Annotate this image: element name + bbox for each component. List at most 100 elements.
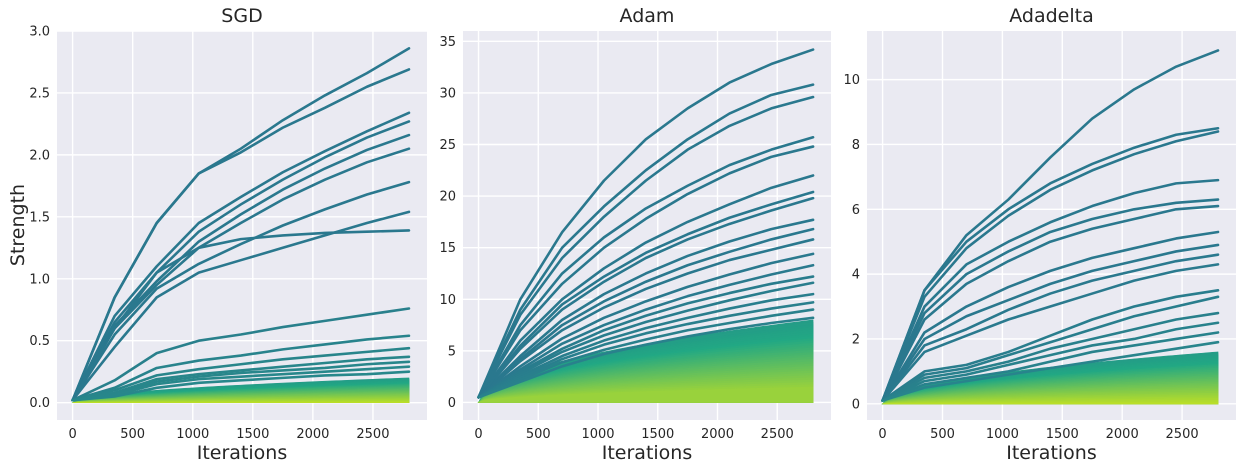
series-line (71, 307, 411, 402)
chart-panel-adam: 0 500 1000 1500 2000 2500 0 5 10 15 20 25 30 35 Adam It… (439, 5, 831, 464)
y-tick-label: 8 (852, 138, 860, 153)
series-line (71, 147, 411, 402)
chart-panel-sgd: 0 500 1000 1500 2000 2500 0.0 0.5 1.0 1.5 2.0 2.5 3.… (29, 5, 427, 464)
series-line (477, 48, 815, 399)
y-tick-label: 0.5 (29, 334, 50, 349)
series-line (71, 210, 411, 402)
plot-background (57, 31, 427, 420)
low-strength-band (71, 377, 410, 403)
x-tick-label: 1000 (986, 427, 1019, 442)
series-line (477, 292, 815, 399)
series-line (71, 180, 411, 402)
y-tick-label: 0.0 (29, 396, 50, 411)
y-tick-label: 0 (448, 396, 456, 411)
y-tick-label: 6 (852, 203, 860, 218)
band-line (882, 401, 1219, 405)
y-tick-label: 35 (439, 35, 456, 50)
y-tick-label: 5 (448, 344, 456, 359)
x-tick-label: 1000 (176, 427, 209, 442)
x-tick-label: 500 (120, 427, 145, 442)
x-tick-label: 500 (526, 427, 551, 442)
y-tick-label: 10 (439, 293, 456, 308)
x-axis-label: Iterations (602, 442, 693, 464)
y-tick-label: 10 (843, 73, 860, 88)
tick-labels: 0 500 1000 1500 2000 2500 0.0 0.5 1.0 1.5 2.0 2.5 3.… (29, 25, 389, 443)
plot-area (477, 48, 815, 403)
series-line (881, 340, 1220, 402)
series-line (477, 174, 815, 399)
series-line (477, 263, 815, 399)
series-line (881, 311, 1220, 402)
tick-labels: 0 500 1000 1500 2000 2500 0 5 10 15 20 25 30 35 (439, 35, 793, 442)
y-tick-label: 4 (852, 268, 860, 283)
series-line (881, 263, 1220, 402)
low-strength-band (477, 319, 814, 403)
series-line (881, 130, 1220, 402)
y-tick-label: 30 (439, 86, 456, 101)
series-line (477, 145, 815, 399)
series-line (477, 95, 815, 399)
series-line (71, 229, 411, 402)
chart-panel-adadelta: 0 500 1000 1500 2000 2500 0 2 4 6 8 10 Adadelta Itera… (843, 5, 1236, 464)
series-line (71, 111, 411, 402)
series-line (881, 198, 1220, 402)
x-tick-label: 0 (68, 427, 76, 442)
shared-y-axis-label: Strength (7, 184, 29, 266)
plot-area (881, 49, 1220, 405)
series-line (881, 230, 1220, 402)
series-line (477, 252, 815, 399)
y-tick-label: 2.0 (29, 148, 50, 163)
panel-title: Adadelta (1009, 5, 1094, 27)
series-line (477, 281, 815, 399)
x-tick-label: 2500 (1166, 427, 1199, 442)
series-line (71, 365, 411, 402)
gridlines (57, 30, 427, 420)
x-tick-label: 2500 (356, 427, 389, 442)
plot-area (71, 47, 411, 403)
series-line (881, 253, 1220, 402)
x-tick-label: 2000 (701, 427, 734, 442)
x-tick-label: 0 (474, 427, 482, 442)
y-tick-label: 3.0 (29, 25, 50, 40)
panel-title: Adam (620, 5, 675, 27)
series-line (881, 204, 1220, 402)
y-tick-label: 0 (852, 397, 860, 412)
x-tick-label: 1000 (581, 427, 614, 442)
y-tick-label: 2 (852, 332, 860, 347)
series-line (71, 370, 411, 402)
series-line (881, 331, 1220, 402)
series-line (477, 275, 815, 399)
series-line (881, 49, 1220, 402)
series-line (477, 218, 815, 399)
series-line (881, 178, 1220, 402)
x-tick-label: 1500 (1046, 427, 1079, 442)
series-line (71, 334, 411, 402)
x-axis-label: Iterations (197, 442, 288, 464)
series-line (881, 295, 1220, 402)
series-line (881, 243, 1220, 402)
x-tick-label: 1500 (236, 427, 269, 442)
series-line (477, 190, 815, 399)
x-tick-label: 2000 (1106, 427, 1139, 442)
y-tick-label: 20 (439, 190, 456, 205)
series-line (71, 355, 411, 402)
series-line (477, 238, 815, 399)
y-tick-label: 15 (439, 241, 456, 256)
band-line (478, 386, 814, 403)
series-line (71, 120, 411, 402)
series-line (881, 289, 1220, 402)
x-tick-label: 1500 (641, 427, 674, 442)
series-line (71, 68, 411, 402)
series-line (881, 126, 1220, 402)
series-line (477, 196, 815, 399)
series-line (477, 316, 815, 399)
panel-title: SGD (221, 5, 262, 27)
y-tick-label: 2.5 (29, 86, 50, 101)
series-line (477, 135, 815, 399)
series-line (71, 360, 411, 402)
x-tick-label: 500 (930, 427, 955, 442)
tick-labels: 0 500 1000 1500 2000 2500 0 2 4 6 8 10 (843, 73, 1198, 442)
series-line (477, 308, 815, 399)
y-tick-label: 25 (439, 138, 456, 153)
